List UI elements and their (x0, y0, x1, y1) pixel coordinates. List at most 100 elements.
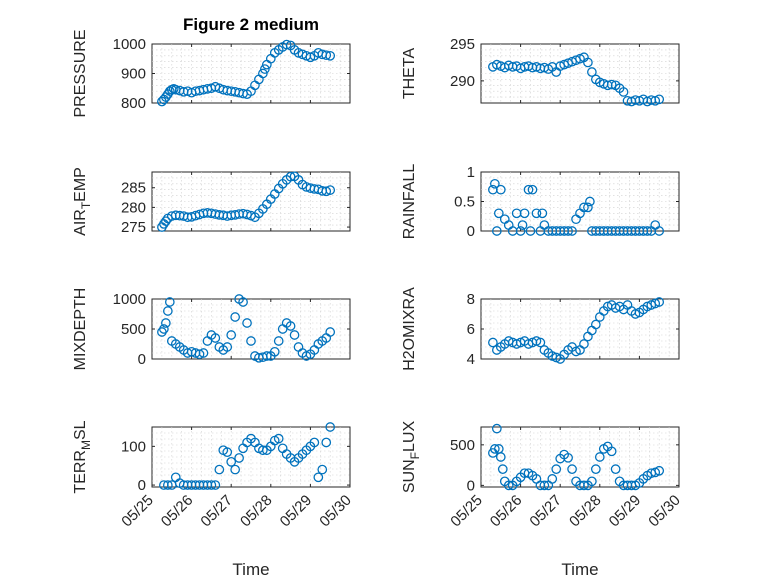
chart-3-data-point (523, 184, 534, 195)
chart-7-data-point (654, 465, 665, 476)
chart-7-data-point (547, 474, 558, 484)
chart-6-data-point (317, 464, 328, 475)
chart-7-ytick-label: 0 (467, 477, 475, 494)
chart-0-ytick-label: 900 (121, 66, 146, 83)
chart-2-data-point (285, 171, 296, 182)
chart-4-data-point (230, 312, 241, 322)
chart-2-data-point (321, 186, 332, 197)
chart-7-xtick-label: 05/29 (606, 492, 645, 531)
chart-7-xtick-label: 05/28 (566, 492, 605, 531)
chart-6-ytick-label: 0 (138, 477, 146, 494)
chart-6-data-point (162, 480, 173, 490)
chart-5-data-point (654, 297, 665, 307)
chart-6-data-point (226, 456, 237, 467)
chart-7-data-point (490, 444, 500, 454)
chart-6-data-point (258, 445, 268, 456)
chart-4-ytick-label: 500 (121, 321, 146, 338)
chart-2-ytick-label: 285 (121, 180, 146, 197)
chart-0-data-point (258, 68, 268, 79)
chart-3-data-point (654, 226, 665, 236)
chart-4-ytick-label: 1000 (113, 291, 146, 308)
chart-7-data-point (610, 464, 621, 475)
chart-2-ytick-label: 275 (121, 219, 146, 236)
chart-4-data-point (246, 336, 256, 346)
chart-6-xtick-label: 05/25 (118, 492, 157, 531)
chart-4-data-point (198, 348, 209, 358)
chart-3-axes: 0 0.5 1 RAINFALL (401, 164, 680, 240)
chart-0-axes: 800 900 1000 PRESSURE (72, 29, 351, 118)
chart-2-data-point (325, 185, 336, 195)
chart-4-data-point (242, 318, 252, 328)
chart-5-axes: 4 6 8 H2OMIXRA (401, 287, 680, 371)
chart-7-data-point (503, 480, 514, 491)
chart-4-data-point (261, 351, 272, 361)
chart-0-ytick-label: 1000 (113, 36, 146, 53)
chart-2-ylabel: AIRTEMP (72, 167, 93, 236)
chart-4-data-point (162, 306, 173, 316)
chart-5-ytick-label: 6 (467, 321, 475, 338)
chart-0-ytick-label: 800 (121, 95, 146, 112)
chart-6-xtick-label: 05/26 (158, 492, 197, 531)
chart-1-data-point (618, 87, 629, 97)
chart-6-data-point (325, 422, 336, 432)
chart-4-data-point (161, 318, 171, 328)
chart-7-data-point (606, 446, 617, 457)
chart-1-ylabel: THETA (401, 48, 418, 100)
chart-3-data-point (642, 226, 653, 236)
chart-3-data-point (563, 226, 573, 236)
chart-6-xtick-label: 05/29 (277, 492, 316, 531)
chart-6-xtick-label: 05/28 (237, 492, 276, 531)
chart-3-data-point (579, 202, 589, 213)
chart-2-ytick-label: 280 (121, 199, 146, 216)
chart-3-data-point (517, 220, 528, 230)
chart-6-data-point (313, 472, 324, 483)
chart-4-data-point (273, 336, 284, 346)
chart-6-ylabel: TERRMSL (72, 420, 93, 493)
chart-3-data-point (525, 226, 536, 236)
chart-2-data-point (161, 216, 171, 227)
chart-4-data-point (159, 324, 169, 334)
figure-title: Figure 2 medium (183, 15, 319, 34)
chart-0-data-point (260, 64, 270, 74)
chart-7-data-point (563, 452, 573, 463)
chart-3-data-point (583, 202, 593, 213)
chart-6-data-point (273, 433, 284, 444)
chart-1-data-point (587, 67, 597, 77)
chart-1-data-point (654, 94, 665, 105)
chart-0-data-point (281, 39, 292, 50)
chart-7-data-point (579, 480, 589, 491)
chart-3-ylabel: RAINFALL (401, 164, 418, 240)
chart-3-data-point (527, 184, 538, 195)
chart-1-ytick-label: 295 (450, 36, 475, 53)
chart-4-ytick-label: 0 (138, 351, 146, 368)
chart-2-axes: 275 280 285 AIRTEMP (72, 167, 351, 236)
chart-7-data-point (495, 452, 506, 462)
chart-3-data-point (490, 178, 500, 189)
chart-7-ylabel: SUNFLUX (401, 421, 422, 494)
chart-3-data-point (519, 208, 530, 219)
chart-3-data-point (567, 226, 577, 236)
chart-4-data-point (289, 330, 300, 340)
chart-6-xlabel: Time (232, 560, 269, 579)
chart-4-data-point (238, 297, 248, 307)
chart-6-xtick-label: 05/30 (316, 492, 355, 531)
chart-7-data-point (567, 464, 577, 475)
chart-1-data-point (606, 79, 617, 90)
chart-0-data-point (321, 50, 332, 61)
chart-6-data-point (234, 453, 244, 463)
chart-6-axes: 05/25 05/26 05/27 05/28 05/29 05/30 0 100 TERRMS… (72, 420, 355, 579)
chart-4-data-point (194, 349, 205, 360)
chart-6-data-point (309, 437, 320, 448)
chart-5-data-point (488, 337, 498, 348)
chart-7-xtick-label: 05/25 (447, 492, 486, 531)
chart-0-data-point (325, 50, 336, 61)
chart-7-data-point (539, 480, 550, 491)
chart-7-xtick-label: 05/26 (487, 492, 526, 531)
chart-3-data-point (585, 196, 595, 207)
chart-7-data-point (551, 464, 562, 475)
chart-6-data-point (214, 464, 225, 475)
chart-5-ytick-label: 4 (467, 351, 475, 368)
chart-5-ylabel: H2OMIXRA (401, 287, 418, 371)
chart-4-data-point (222, 342, 233, 352)
